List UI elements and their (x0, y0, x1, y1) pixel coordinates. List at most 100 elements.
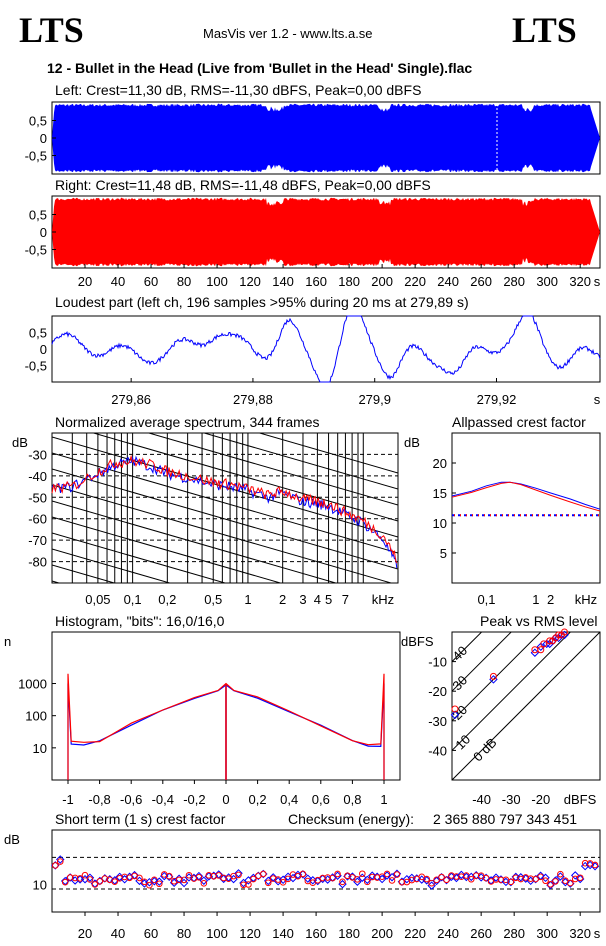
spectrum-xtick-label: 0,2 (158, 592, 176, 607)
peak-rms-diagonal (452, 632, 542, 722)
short-term-point-right (195, 873, 203, 881)
short-term-point-right (56, 858, 64, 865)
peak-rms-point-left (560, 630, 569, 640)
short-term-point-right (61, 878, 69, 886)
histogram-ytick-label: 100 (25, 709, 47, 724)
short-term-point-right (566, 879, 574, 887)
short-term-point-left (179, 878, 189, 888)
spectrum-slope-grid (52, 468, 398, 570)
crest-ytick-label: 5 (440, 546, 447, 561)
short-term-point-right (250, 875, 257, 883)
checksum-label: Checksum (energy): (288, 811, 415, 827)
crest-ylabel: dB (404, 435, 420, 450)
spectrum-ytick-label: -30 (28, 447, 47, 462)
time-axis-label: 40 (111, 274, 125, 289)
spectrum-slope-grid (52, 564, 117, 583)
short-term-point-right (259, 870, 267, 878)
peak-rms-xtick-label: -40 (472, 792, 491, 807)
short-term-point-right (482, 874, 490, 882)
spectrum-slope-grid (91, 433, 398, 522)
histogram-ytick-label: 10 (33, 741, 47, 756)
short-term-point-right (393, 871, 401, 878)
short-term-point-right (542, 877, 549, 885)
spectrum-slope-grid (147, 433, 398, 506)
short-term-point-left (60, 876, 70, 886)
short-term-point-right (155, 880, 163, 888)
spectrum-slope-grid (52, 516, 283, 583)
short-term-point-right (359, 870, 366, 878)
short-term-point-right (576, 874, 584, 882)
short-term-xtick-label: 100 (206, 926, 228, 941)
short-term-point-right (141, 878, 148, 886)
short-term-point-right (547, 880, 554, 888)
short-term-point-right (136, 874, 143, 882)
time-axis-unit: s (594, 274, 601, 289)
spectrum-slope-grid (52, 452, 398, 554)
histogram-xtick-label: 0,4 (280, 792, 298, 807)
peak-rms-xtick-label: -30 (502, 792, 521, 807)
spectrum-xtick-label: 3 (299, 592, 306, 607)
time-axis-label: 320 (569, 274, 591, 289)
short-term-frame (51, 829, 601, 913)
peak-rms-point-left (548, 636, 557, 646)
spectrum-xtick-label: 0,1 (124, 592, 142, 607)
short-term-ytick-label: 10 (33, 878, 47, 893)
loudest-ytick-label: -0,5 (25, 359, 47, 374)
short-term-point-right (96, 878, 104, 885)
short-term-point-right (492, 876, 500, 883)
right-waveform-area (52, 197, 600, 267)
peak-rms-ytick-label: -20 (428, 684, 447, 699)
crest-xunit: kHz (575, 592, 597, 607)
short-term-point-right (557, 870, 564, 878)
peak-rms-point-left (489, 675, 498, 684)
spectrum-xtick-label: 0,05 (85, 592, 110, 607)
logo-left: LTS (19, 10, 84, 50)
short-term-point-right (175, 876, 183, 884)
histogram-xtick-label: -0,6 (120, 792, 142, 807)
short-term-point-left (422, 876, 431, 885)
short-term-point-left (56, 855, 65, 864)
spectrum-xtick-label: 7 (342, 592, 349, 607)
crest-series-left (451, 481, 601, 510)
short-term-point-left (85, 873, 95, 882)
spectrum-ylabel: dB (12, 435, 28, 450)
peak-rms-ylabel: dBFS (401, 634, 434, 649)
short-term-point-right (279, 879, 287, 886)
crest-ytick-label: 15 (433, 486, 447, 501)
short-term-point-right (185, 871, 193, 879)
spectrum-series-right (51, 454, 398, 564)
short-term-point-right (165, 872, 173, 880)
short-term-xtick-label: 140 (272, 926, 294, 941)
loudest-xtick-label: 279,88 (233, 392, 273, 407)
spectrum-ytick-label: -60 (28, 512, 47, 527)
right-waveform-title: Right: Crest=11,48 dB, RMS=-11,48 dBFS, … (55, 177, 431, 193)
time-axis-label: 300 (536, 274, 558, 289)
short-term-point-right (339, 878, 346, 886)
peak-rms-xtick-label: -20 (531, 792, 550, 807)
loudest-xtick-label: 279,86 (111, 392, 151, 407)
peak-rms-diagonal-label: 10 (452, 732, 473, 753)
peak-rms-point-left (450, 710, 460, 720)
short-term-point-left (575, 874, 585, 884)
short-term-point-left (363, 875, 372, 885)
time-axis-label: 140 (272, 274, 294, 289)
spectrum-xtick-label: 0,5 (204, 592, 222, 607)
short-term-point-left (476, 873, 486, 882)
histogram-xtick-label: -0,2 (183, 792, 205, 807)
short-term-point-left (541, 873, 550, 883)
time-axis-label: 20 (78, 274, 92, 289)
crest-xtick-label: 1 (532, 592, 539, 607)
peak-rms-ytick-label: -30 (428, 714, 447, 729)
histogram-xtick-label: -0,8 (88, 792, 110, 807)
short-term-point-right (329, 874, 336, 882)
short-term-point-right (438, 873, 445, 881)
spectrum-slope-grid (202, 433, 398, 490)
short-term-point-right (220, 874, 227, 882)
short-term-point-right (111, 878, 119, 885)
loudest-xtick-label: 279,92 (477, 392, 517, 407)
short-term-xtick-label: 220 (404, 926, 426, 941)
spectrum-title: Normalized average spectrum, 344 frames (55, 414, 320, 430)
histogram-xtick-label: -0,4 (152, 792, 174, 807)
right-waveform-ytick-label: -0,5 (25, 243, 47, 258)
